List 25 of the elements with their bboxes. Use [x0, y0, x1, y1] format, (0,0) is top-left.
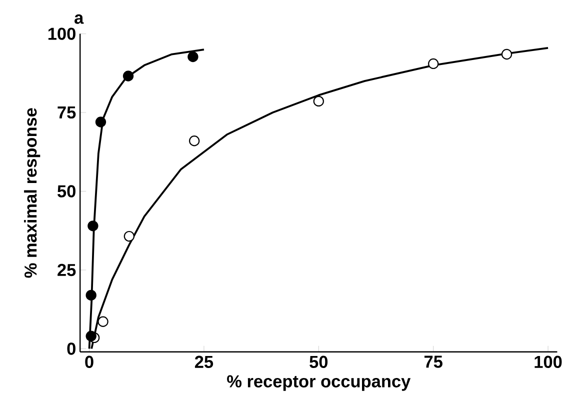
point [86, 330, 96, 342]
point [428, 58, 439, 70]
x-tick-label: 25 [194, 356, 214, 368]
point [86, 290, 96, 301]
x-tick-label: 100 [534, 356, 562, 368]
point [122, 70, 134, 82]
y-tick-label: 100 [48, 28, 76, 40]
x-tick-label: 0 [85, 356, 94, 368]
y-tick-label: 25 [58, 264, 76, 276]
point [188, 136, 200, 146]
y-tick-label: 0 [67, 342, 76, 355]
point [88, 220, 98, 232]
y-axis-title: % maximal response [24, 108, 40, 278]
point [501, 48, 512, 60]
chart-title: a [74, 14, 84, 24]
x-tick-label: 50 [310, 356, 328, 368]
x-tick-label: 75 [424, 356, 442, 368]
point [98, 316, 108, 328]
point [95, 116, 106, 128]
y-tick-label: 75 [58, 106, 76, 119]
point [313, 96, 324, 107]
x-axis-title: % receptor occupancy [227, 375, 411, 391]
point [124, 230, 135, 242]
y-tick-label: 50 [58, 185, 76, 198]
point [188, 51, 198, 62]
